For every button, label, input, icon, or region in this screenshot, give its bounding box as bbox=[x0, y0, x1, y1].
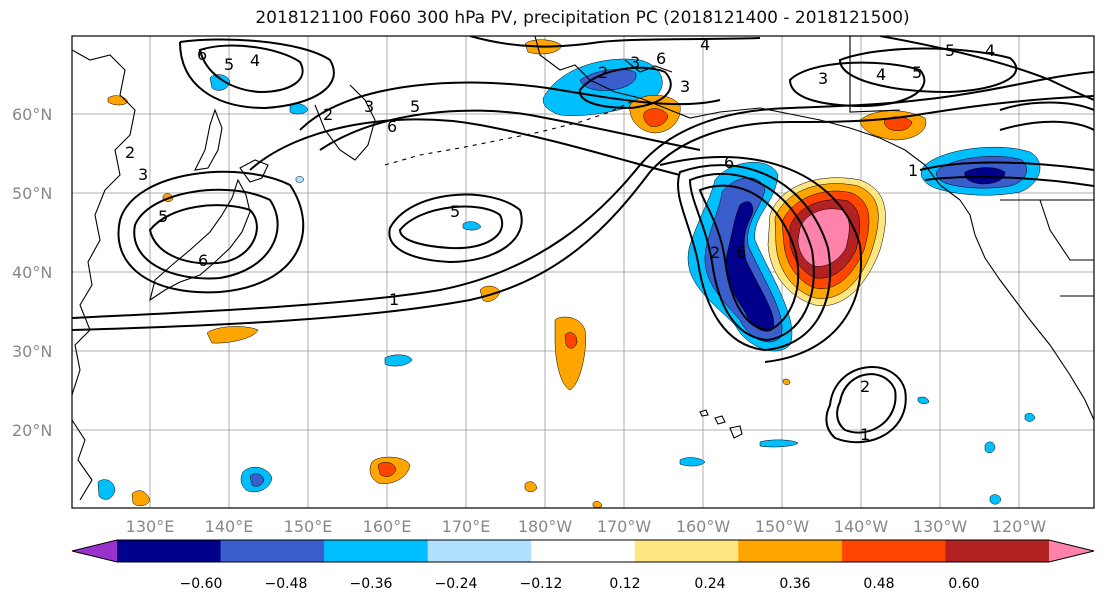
svg-text:5: 5 bbox=[224, 55, 234, 74]
svg-text:1: 1 bbox=[389, 290, 399, 309]
svg-text:20°N: 20°N bbox=[12, 421, 52, 440]
pv-contours bbox=[72, 36, 1094, 444]
svg-text:160°W: 160°W bbox=[676, 517, 731, 536]
map-frame bbox=[71, 35, 1095, 509]
svg-text:1: 1 bbox=[908, 161, 918, 180]
svg-text:170°W: 170°W bbox=[597, 517, 652, 536]
svg-text:2: 2 bbox=[598, 63, 608, 82]
svg-text:2: 2 bbox=[710, 243, 720, 262]
svg-text:6: 6 bbox=[656, 49, 666, 68]
svg-text:4: 4 bbox=[250, 51, 260, 70]
svg-text:40°N: 40°N bbox=[12, 263, 52, 282]
svg-text:0.48: 0.48 bbox=[863, 576, 894, 592]
colorbar-swatch bbox=[945, 540, 1050, 562]
svg-text:3: 3 bbox=[818, 69, 828, 88]
svg-text:3: 3 bbox=[364, 97, 374, 116]
svg-text:4: 4 bbox=[985, 41, 995, 60]
svg-text:6: 6 bbox=[198, 251, 208, 270]
colorbar-swatch bbox=[841, 540, 946, 562]
svg-text:4: 4 bbox=[700, 35, 710, 54]
colorbar-swatch bbox=[531, 540, 636, 562]
svg-text:5: 5 bbox=[945, 41, 955, 60]
colorbar bbox=[71, 539, 1095, 563]
svg-text:140°W: 140°W bbox=[834, 517, 889, 536]
svg-text:120°W: 120°W bbox=[992, 517, 1047, 536]
svg-text:3: 3 bbox=[630, 53, 640, 72]
svg-text:5: 5 bbox=[450, 202, 460, 221]
svg-text:30°N: 30°N bbox=[12, 342, 52, 361]
svg-text:6: 6 bbox=[736, 243, 746, 262]
svg-text:150°W: 150°W bbox=[755, 517, 810, 536]
svg-text:−0.36: −0.36 bbox=[350, 576, 393, 592]
colorbar-swatch bbox=[117, 540, 222, 562]
svg-text:60°N: 60°N bbox=[12, 105, 52, 124]
colorbar-swatch bbox=[634, 540, 739, 562]
svg-text:130°E: 130°E bbox=[126, 517, 175, 536]
coastlines bbox=[72, 36, 1094, 501]
svg-text:140°E: 140°E bbox=[205, 517, 254, 536]
svg-text:5: 5 bbox=[410, 97, 420, 116]
colorbar-extend-max bbox=[1049, 540, 1094, 562]
svg-text:50°N: 50°N bbox=[12, 184, 52, 203]
svg-text:4: 4 bbox=[876, 65, 886, 84]
map-title: 2018121100 F060 300 hPa PV, precipitatio… bbox=[255, 8, 910, 28]
svg-text:6: 6 bbox=[387, 117, 397, 136]
svg-text:0.24: 0.24 bbox=[694, 576, 725, 592]
colorbar-swatch bbox=[220, 540, 325, 562]
longitude-labels: 130°E 140°E 150°E 160°E 170°E 180°W 170°… bbox=[126, 517, 1047, 536]
svg-text:150°E: 150°E bbox=[284, 517, 333, 536]
svg-text:130°W: 130°W bbox=[913, 517, 968, 536]
svg-text:5: 5 bbox=[912, 63, 922, 82]
colorbar-outline bbox=[71, 539, 1095, 563]
svg-text:2: 2 bbox=[860, 377, 870, 396]
svg-text:2: 2 bbox=[323, 105, 333, 124]
colorbar-tick-labels: −0.60 −0.48 −0.36 −0.24 −0.12 0.12 0.24 … bbox=[180, 576, 980, 592]
colorbar-swatch bbox=[738, 540, 843, 562]
svg-text:160°E: 160°E bbox=[363, 517, 412, 536]
svg-text:6: 6 bbox=[724, 153, 734, 172]
svg-text:180°W: 180°W bbox=[518, 517, 573, 536]
svg-text:−0.60: −0.60 bbox=[180, 576, 223, 592]
contour-labels: 6 5 4 2 3 5 6 2 3 5 6 5 1 2 3 6 3 4 5 4 … bbox=[125, 35, 995, 444]
svg-text:2: 2 bbox=[125, 143, 135, 162]
svg-text:−0.24: −0.24 bbox=[435, 576, 478, 592]
latitude-labels: 60°N 50°N 40°N 30°N 20°N bbox=[12, 105, 52, 440]
colorbar-swatch bbox=[324, 540, 429, 562]
svg-text:5: 5 bbox=[158, 207, 168, 226]
svg-text:3: 3 bbox=[680, 77, 690, 96]
svg-text:170°E: 170°E bbox=[442, 517, 491, 536]
svg-text:6: 6 bbox=[197, 45, 207, 64]
svg-text:−0.48: −0.48 bbox=[265, 576, 308, 592]
svg-text:−0.12: −0.12 bbox=[520, 576, 563, 592]
colorbar-swatch bbox=[427, 540, 532, 562]
svg-text:3: 3 bbox=[138, 165, 148, 184]
svg-text:0.36: 0.36 bbox=[779, 576, 810, 592]
colorbar-extend-min bbox=[72, 540, 117, 562]
svg-text:1: 1 bbox=[860, 425, 870, 444]
svg-text:0.60: 0.60 bbox=[948, 576, 979, 592]
svg-text:0.12: 0.12 bbox=[609, 576, 640, 592]
